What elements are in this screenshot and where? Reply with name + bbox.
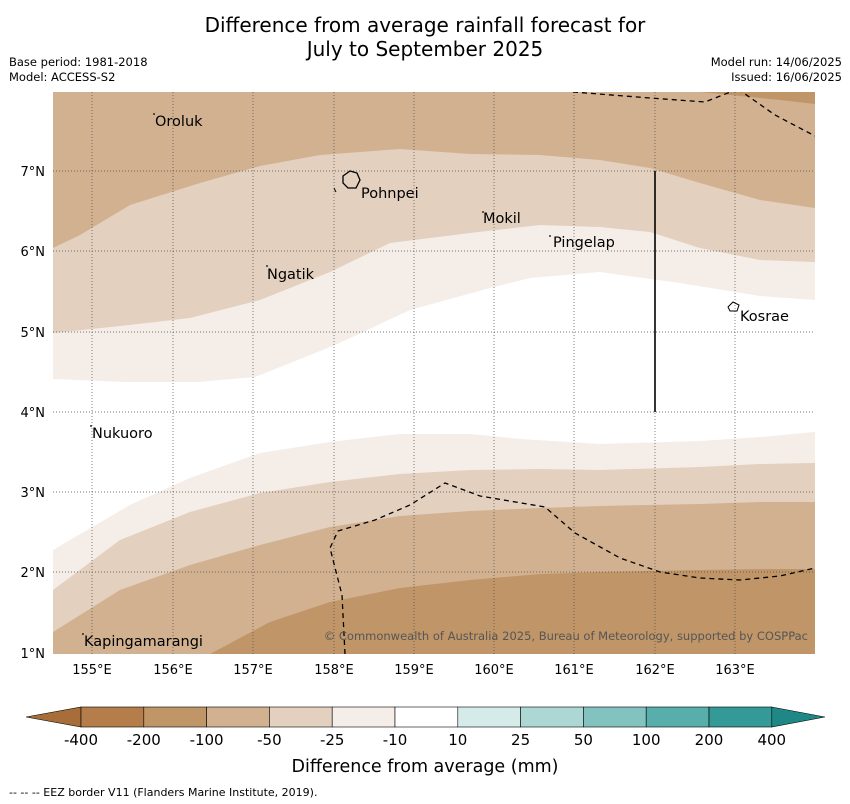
x-tick-158: 158°E — [314, 663, 354, 678]
pingelap-mark — [549, 235, 551, 237]
model-run: Model run: 14/06/2025 — [710, 55, 842, 69]
y-tick-4n: 4°N — [21, 406, 46, 421]
nukuoro-mark — [90, 425, 92, 427]
x-tick-155: 155°E — [72, 663, 112, 678]
place-ngatik: Ngatik — [267, 267, 315, 283]
map-area: Oroluk Pohnpei Mokil Pingelap Ngatik Kos… — [53, 92, 815, 654]
y-tick-5n: 5°N — [21, 326, 46, 341]
legend-tick-label: -400 — [64, 731, 98, 749]
eez-border — [329, 92, 815, 654]
y-tick-2n: 2°N — [21, 566, 46, 581]
y-tick-6n: 6°N — [21, 245, 46, 260]
x-tick-157: 157°E — [233, 663, 273, 678]
legend-title: Difference from average (mm) — [291, 757, 558, 777]
legend-arrow-high — [771, 706, 826, 728]
x-tick-160: 160°E — [474, 663, 514, 678]
x-tick-162: 162°E — [635, 663, 675, 678]
legend-tick-label: -50 — [257, 731, 282, 749]
legend-swatch — [394, 706, 459, 728]
x-tick-156: 156°E — [153, 663, 193, 678]
mokil-mark — [482, 211, 484, 213]
legend-swatch — [583, 706, 647, 728]
run-info: Model run: 14/06/2025 Issued: 16/06/2025 — [711, 55, 842, 85]
kosrae-island-icon — [727, 301, 740, 312]
place-kosrae: Kosrae — [740, 309, 789, 325]
place-oroluk: Oroluk — [155, 114, 203, 130]
title-line-1: Difference from average rainfall forecas… — [204, 13, 646, 37]
ngatik-mark — [266, 265, 268, 267]
legend-swatch — [143, 706, 207, 728]
y-tick-7n: 7°N — [21, 165, 46, 180]
legend-swatch — [269, 706, 333, 728]
legend-tick-label: -200 — [127, 731, 161, 749]
legend-tick-label: 400 — [757, 731, 786, 749]
footer-note: -- -- -- EEZ border V11 (Flanders Marine… — [9, 786, 318, 799]
legend-swatch — [80, 706, 145, 728]
legend-swatch — [457, 706, 521, 728]
band-minus-100-north — [700, 92, 815, 104]
islet-mark — [333, 187, 337, 193]
place-nukuoro: Nukuoro — [92, 426, 153, 442]
x-tick-163: 163°E — [715, 663, 755, 678]
pohnpei-island-icon — [342, 170, 361, 189]
color-legend — [25, 706, 826, 728]
legend-tick-label: -25 — [320, 731, 345, 749]
map-title: Difference from average rainfall forecas… — [0, 13, 850, 61]
x-tick-161: 161°E — [554, 663, 594, 678]
issued-date: Issued: 16/06/2025 — [731, 70, 842, 84]
legend-tick-label: -10 — [383, 731, 408, 749]
legend-swatch — [331, 706, 396, 728]
copyright-text: © Commonwealth of Australia 2025, Bureau… — [324, 629, 808, 643]
band-minus-100-south — [210, 569, 815, 654]
legend-labels: -400 -200 -100 -50 -25 -10 10 25 50 100 200 400 — [64, 731, 786, 749]
model-name: Model: ACCESS-S2 — [9, 70, 116, 84]
legend-tick-label: 10 — [448, 731, 467, 749]
legend-tick-label: 25 — [511, 731, 530, 749]
legend-swatch — [708, 706, 773, 728]
model-info: Base period: 1981-2018 Model: ACCESS-S2 — [9, 55, 148, 85]
legend-tick-label: 50 — [574, 731, 593, 749]
kapingamarangi-mark — [82, 633, 84, 635]
legend-tick-label: -100 — [190, 731, 224, 749]
legend-tick-label: 200 — [695, 731, 724, 749]
x-tick-159: 159°E — [394, 663, 434, 678]
legend-arrow-low — [25, 706, 82, 728]
place-mokil: Mokil — [483, 211, 521, 227]
oroluk-mark — [153, 113, 155, 115]
base-period: Base period: 1981-2018 — [9, 55, 148, 69]
legend-tick-label: 100 — [632, 731, 661, 749]
legend-swatch — [645, 706, 710, 728]
legend-swatch — [206, 706, 270, 728]
legend-swatch — [520, 706, 584, 728]
place-pingelap: Pingelap — [553, 235, 615, 251]
band-minus-50 — [53, 92, 815, 248]
y-tick-3n: 3°N — [21, 486, 46, 501]
graticule — [53, 92, 815, 654]
place-kapingamarangi: Kapingamarangi — [84, 634, 203, 650]
title-line-2: July to September 2025 — [306, 37, 544, 61]
place-pohnpei: Pohnpei — [361, 186, 419, 202]
y-tick-1n: 1°N — [21, 647, 46, 662]
